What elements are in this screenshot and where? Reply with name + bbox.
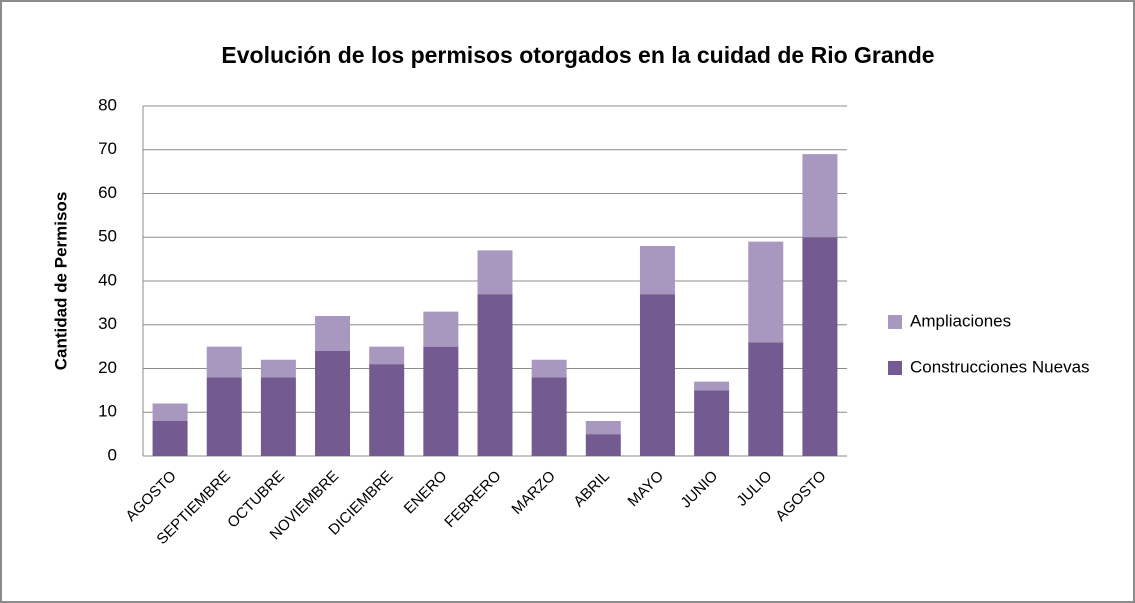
chart-title: Evolución de los permisos otorgados en l…: [221, 42, 934, 68]
bar-segment: [531, 377, 567, 456]
bar-segment: [477, 250, 513, 295]
bar-segment: [802, 154, 838, 238]
bar-segment: [206, 346, 242, 378]
legend-label: Ampliaciones: [910, 311, 1011, 330]
bar-segment: [152, 403, 188, 421]
bar-segment: [423, 346, 459, 456]
bar-segment: [585, 434, 621, 456]
bar-segment: [369, 364, 405, 456]
bar-segment: [206, 377, 242, 456]
y-axis-label: Cantidad de Permisos: [51, 192, 70, 371]
bar-segment: [748, 241, 784, 343]
y-tick-label: 20: [98, 358, 117, 377]
bar-segment: [694, 390, 730, 456]
bar-segment: [748, 342, 784, 456]
bar-segment: [260, 359, 296, 378]
bar-segment: [315, 351, 351, 456]
bar-segment: [694, 381, 730, 391]
y-tick-label: 30: [98, 314, 117, 333]
bar-segment: [315, 316, 351, 351]
y-tick-label: 0: [108, 445, 117, 464]
bar-segment: [369, 346, 405, 365]
bar-segment: [260, 377, 296, 456]
bar-segment: [423, 311, 459, 347]
bar-segment: [531, 359, 567, 378]
bar-segment: [585, 421, 621, 435]
legend-swatch: [888, 315, 902, 329]
bar-segment: [639, 246, 675, 295]
y-tick-label: 70: [98, 139, 117, 158]
bar-segment: [477, 294, 513, 456]
y-tick-label: 60: [98, 183, 117, 202]
bar-segment: [152, 421, 188, 456]
bar-segment: [639, 294, 675, 456]
legend-label: Construcciones Nuevas: [910, 357, 1090, 376]
y-tick-label: 80: [98, 95, 117, 114]
y-tick-label: 10: [98, 402, 117, 421]
legend-swatch: [888, 361, 902, 375]
y-tick-label: 50: [98, 227, 117, 246]
y-tick-label: 40: [98, 270, 117, 289]
bar-segment: [802, 237, 838, 456]
